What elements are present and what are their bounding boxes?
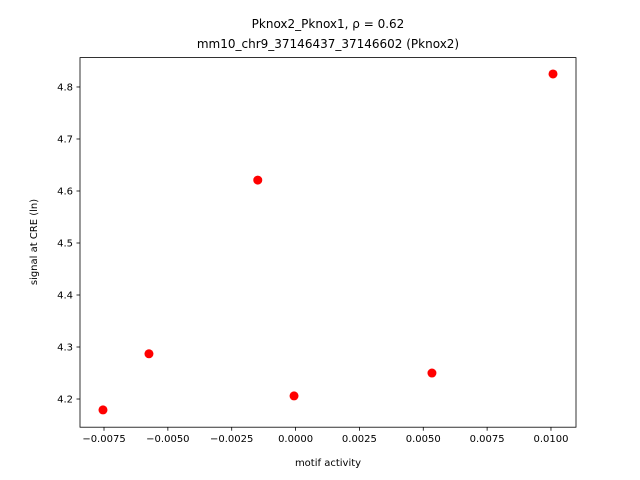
- y-tick-label: 4.4: [57, 291, 73, 302]
- x-tick-label: 0.0100: [533, 434, 568, 445]
- x-tick-label: 0.0025: [342, 434, 377, 445]
- x-tick-label: −0.0050: [146, 434, 189, 445]
- point: [253, 175, 263, 185]
- x-tick-label: −0.0075: [82, 434, 125, 445]
- plot-frame: [79, 57, 577, 428]
- y-tick-label: 4.2: [57, 395, 73, 406]
- x-tick-label: 0.0050: [406, 434, 441, 445]
- x-tick-label: 0.0000: [278, 434, 313, 445]
- point: [289, 391, 299, 401]
- x-tick-label: −0.0025: [210, 434, 253, 445]
- x-tick-label: 0.0075: [470, 434, 505, 445]
- y-tick-label: 4.6: [57, 186, 73, 197]
- y-tick-label: 4.5: [57, 238, 73, 249]
- y-tick-label: 4.3: [57, 343, 73, 354]
- point: [144, 349, 154, 359]
- point: [548, 69, 558, 79]
- y-tick-label: 4.7: [57, 134, 73, 145]
- x-axis-label: motif activity: [295, 458, 361, 469]
- point: [98, 405, 108, 415]
- y-axis-label: signal at CRE (ln): [29, 199, 40, 285]
- point: [427, 368, 437, 378]
- chart-subtitle: mm10_chr9_37146437_37146602 (Pknox2): [197, 37, 459, 51]
- y-tick-label: 4.8: [57, 82, 73, 93]
- chart-title: Pknox2_Pknox1, ρ = 0.62: [252, 17, 405, 31]
